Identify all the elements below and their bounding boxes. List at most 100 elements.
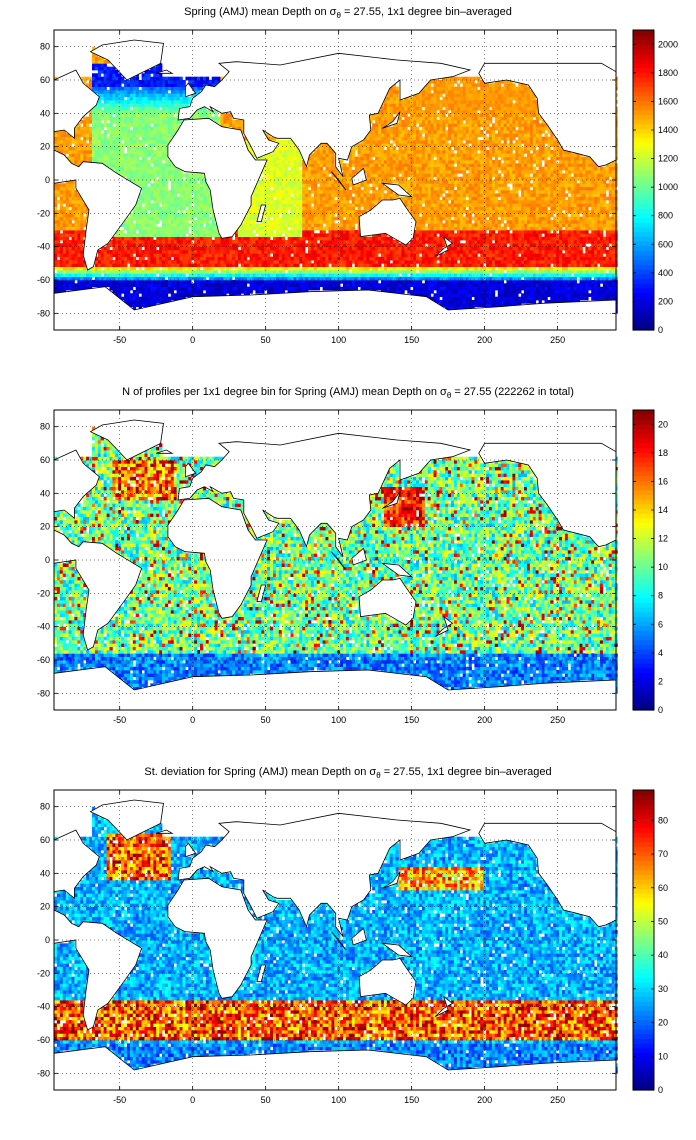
colorbar: 0 2 4 6 8 10 12 14 16 18 20: [632, 409, 668, 715]
y-tick-label: 20: [40, 902, 50, 912]
landmass: [256, 964, 267, 983]
landmass: [53, 149, 143, 271]
y-tick-label: 20: [40, 522, 50, 532]
landmass: [478, 822, 617, 928]
heatmap-cells: [54, 806, 618, 1074]
x-tick-label: 50: [261, 715, 271, 725]
grid: [54, 410, 616, 710]
y-tick-label: -80: [37, 688, 50, 698]
landmass: [156, 829, 174, 834]
mean-depth-plot: -50 0 50 100 150 200 250806040200-20-40-60-800…: [37, 29, 678, 345]
y-tick-label: -20: [37, 968, 50, 978]
colorbar-tick-label: 2: [658, 676, 663, 686]
y-tick-label: 40: [40, 488, 50, 498]
landmass: [256, 204, 267, 223]
profile-count-plot: -50 0 50 100 150 200 250806040200-20-40-60-800…: [37, 409, 668, 725]
y-tick-label: 40: [40, 868, 50, 878]
x-tick-label: 250: [550, 715, 565, 725]
colorbar-tick-label: 70: [658, 849, 668, 859]
colorbar-tick-label: 200: [658, 296, 673, 306]
landmass: [256, 584, 267, 603]
landmass: [382, 491, 401, 509]
colorbar-tick-label: 20: [658, 1018, 668, 1028]
panel-std-deviation: St. deviation for Spring (AMJ) mean Dept…: [0, 760, 696, 1140]
landmass: [434, 615, 454, 638]
colorbar-tick-label: 1800: [658, 68, 678, 78]
y-tick-label: -40: [37, 1002, 50, 1012]
x-tick-label: 0: [190, 335, 195, 345]
landmass: [382, 871, 401, 889]
landmass: [478, 442, 617, 548]
x-tick-label: -50: [113, 715, 126, 725]
y-tick-label: -20: [37, 588, 50, 598]
y-tick-label: 80: [40, 802, 50, 812]
panel-profile-count: N of profiles per 1x1 degree bin for Spr…: [0, 380, 696, 760]
colorbar-tick-label: 12: [658, 534, 668, 544]
x-tick-label: 150: [404, 335, 419, 345]
colorbar-tick-label: 1200: [658, 154, 678, 164]
chart-title: N of profiles per 1x1 degree bin for Spr…: [0, 386, 696, 400]
colorbar-tick-label: 10: [658, 1051, 668, 1061]
colorbar-tick-label: 80: [658, 815, 668, 825]
y-tick-label: -60: [37, 275, 50, 285]
landmass: [358, 197, 417, 246]
landmass: [53, 449, 100, 520]
colorbar-tick-label: 600: [658, 239, 673, 249]
y-tick-label: -40: [37, 242, 50, 252]
landmass: [184, 82, 197, 98]
panel-mean-depth: Spring (AMJ) mean Depth on σθ = 27.55, 1…: [0, 0, 696, 380]
y-tick-label: 60: [40, 455, 50, 465]
colorbar-tick-label: 40: [658, 950, 668, 960]
colorbar-tick-label: 10: [658, 562, 668, 572]
y-tick-label: 0: [45, 935, 50, 945]
x-tick-label: 150: [404, 1095, 419, 1105]
x-tick-label: 250: [550, 335, 565, 345]
landmass: [358, 577, 417, 626]
x-tick-label: 150: [404, 715, 419, 725]
landmass: [167, 117, 268, 239]
colorbar-tick-label: 16: [658, 476, 668, 486]
y-tick-label: 40: [40, 108, 50, 118]
colorbar-tick-label: 50: [658, 916, 668, 926]
colorbar: 0 10 20 30 40 50 60 70 80: [632, 789, 668, 1095]
landmass: [167, 877, 268, 999]
colorbar-tick-label: 0: [658, 1085, 663, 1095]
colorbar: 0 200 400 600 800 1000 1200 1400 1600 1800 2000: [632, 29, 678, 335]
colorbar-tick-label: 4: [658, 648, 663, 658]
colorbar-tick-label: 1000: [658, 182, 678, 192]
colorbar-tick-label: 800: [658, 211, 673, 221]
landmass: [331, 931, 347, 951]
x-tick-label: -50: [113, 1095, 126, 1105]
landmass: [358, 957, 417, 1006]
landmass: [434, 235, 454, 258]
x-tick-label: 250: [550, 1095, 565, 1105]
coastlines: [53, 39, 617, 331]
colorbar-tick-label: 0: [658, 705, 663, 715]
x-tick-label: 100: [331, 715, 346, 725]
colorbar-tick-label: 30: [658, 984, 668, 994]
landmass: [89, 39, 164, 81]
x-tick-label: 50: [261, 335, 271, 345]
y-tick-label: -60: [37, 1035, 50, 1045]
x-tick-label: 200: [477, 1095, 492, 1105]
colorbar-tick-label: 20: [658, 419, 668, 429]
landmass: [184, 462, 197, 478]
colorbar-tick-label: 2000: [658, 39, 678, 49]
x-tick-label: 0: [190, 715, 195, 725]
landmass: [53, 909, 143, 1031]
x-tick-label: -50: [113, 335, 126, 345]
std-deviation-plot: -50 0 50 100 150 200 250806040200-20-40-60-800…: [37, 789, 668, 1105]
grid: [54, 790, 616, 1090]
landmass: [478, 62, 617, 168]
y-tick-label: 60: [40, 75, 50, 85]
x-tick-label: 200: [477, 715, 492, 725]
heatmap-cells: [54, 46, 618, 314]
coastlines: [53, 799, 617, 1091]
landmass: [89, 419, 164, 461]
chart-title: Spring (AMJ) mean Depth on σθ = 27.55, 1…: [0, 6, 696, 20]
x-tick-label: 100: [331, 335, 346, 345]
chart-title: St. deviation for Spring (AMJ) mean Dept…: [0, 766, 696, 780]
landmass: [331, 171, 347, 191]
colorbar-tick-label: 1600: [658, 96, 678, 106]
landmass: [53, 529, 143, 651]
